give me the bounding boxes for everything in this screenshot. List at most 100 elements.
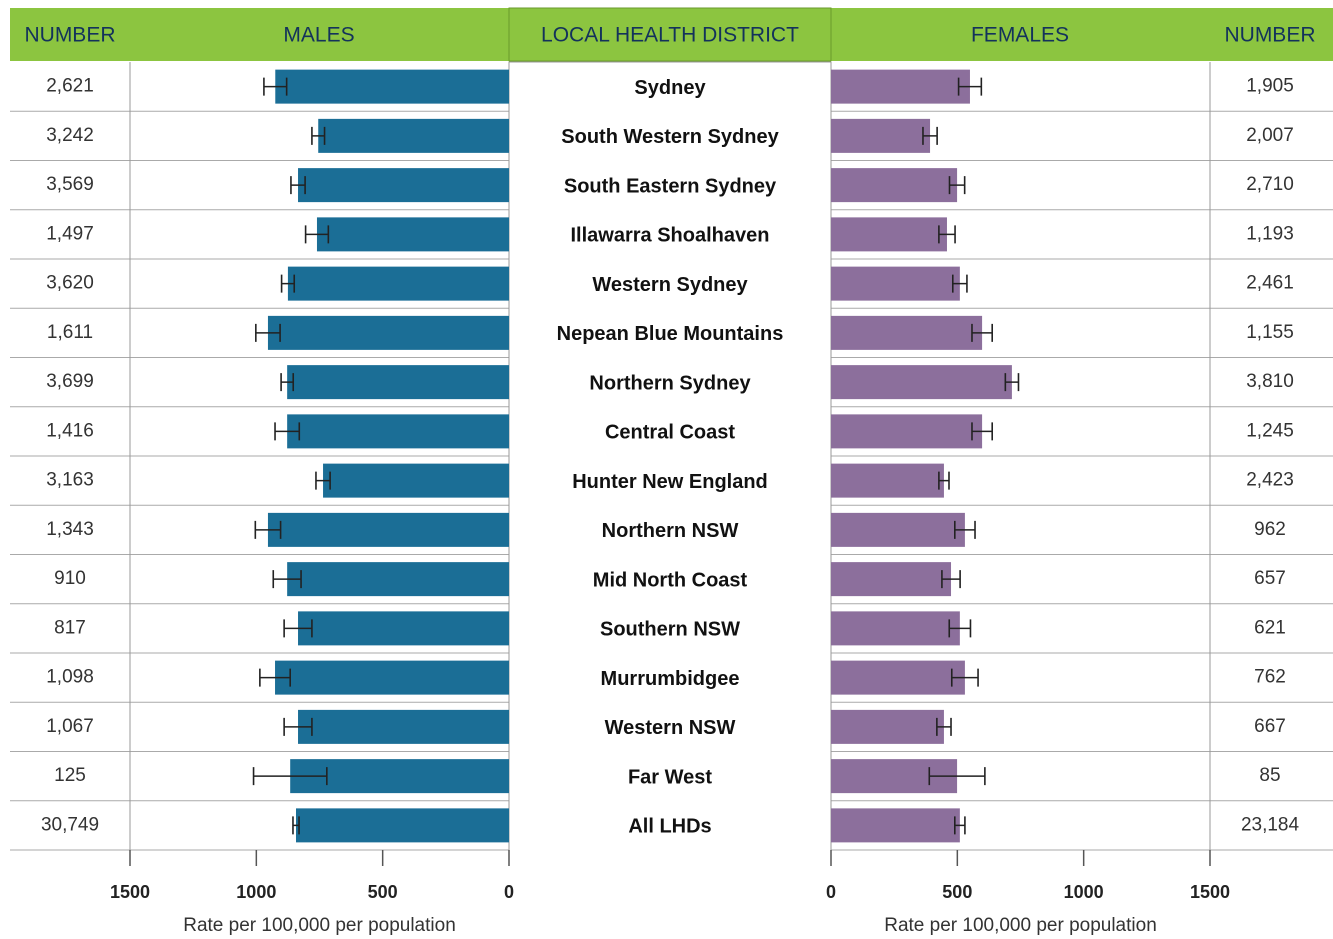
error-bar bbox=[922, 126, 938, 145]
number-label: 762 bbox=[1254, 667, 1286, 688]
bar bbox=[831, 463, 944, 498]
number-label: 2,621 bbox=[46, 76, 94, 97]
district-label: Hunter New England bbox=[572, 471, 768, 493]
bar bbox=[267, 315, 509, 350]
x-tick-label: 1500 bbox=[1190, 882, 1230, 902]
district-label: South Eastern Sydney bbox=[564, 175, 777, 197]
bar bbox=[831, 611, 960, 646]
error-bar bbox=[951, 274, 968, 293]
x-tick-label: 500 bbox=[368, 882, 398, 902]
number-label: 3,699 bbox=[46, 371, 94, 392]
error-bar bbox=[254, 520, 282, 539]
district-header: LOCAL HEALTH DISTRICT bbox=[541, 24, 799, 47]
district-label: All LHDs bbox=[628, 816, 711, 838]
bar bbox=[831, 808, 960, 843]
bar bbox=[318, 118, 509, 153]
number-label: 3,569 bbox=[46, 174, 94, 195]
error-bar bbox=[971, 323, 994, 342]
error-bar bbox=[280, 373, 295, 392]
bar bbox=[275, 660, 509, 695]
bar bbox=[275, 69, 509, 104]
x-tick-label: 0 bbox=[504, 882, 514, 902]
error-bar bbox=[938, 225, 956, 244]
column-header: MALES bbox=[283, 24, 354, 47]
x-tick-label: 1000 bbox=[1064, 882, 1104, 902]
number-label: 85 bbox=[1259, 765, 1280, 786]
x-tick-label: 0 bbox=[826, 882, 836, 902]
district-label: South Western Sydney bbox=[561, 126, 779, 148]
district-label: Northern Sydney bbox=[589, 372, 751, 394]
number-label: 1,905 bbox=[1246, 76, 1294, 97]
error-bar bbox=[283, 717, 313, 736]
bar bbox=[298, 709, 509, 744]
bar bbox=[287, 266, 509, 301]
bar bbox=[298, 611, 509, 646]
number-label: 817 bbox=[54, 617, 86, 638]
error-bar bbox=[274, 422, 301, 441]
number-label: 3,810 bbox=[1246, 371, 1294, 392]
error-bar bbox=[938, 471, 950, 490]
error-bar bbox=[928, 767, 986, 786]
bar bbox=[316, 217, 509, 252]
district-label: Sydney bbox=[634, 77, 706, 99]
bar bbox=[287, 365, 509, 400]
bar bbox=[831, 414, 983, 449]
header-cell bbox=[508, 7, 832, 62]
number-header: NUMBER bbox=[24, 24, 115, 47]
bar bbox=[831, 168, 958, 203]
bar bbox=[267, 512, 509, 547]
number-label: 2,461 bbox=[1246, 273, 1294, 294]
district-label: Western Sydney bbox=[592, 274, 748, 296]
district-label: Murrumbidgee bbox=[601, 668, 740, 690]
error-bar bbox=[280, 274, 296, 293]
x-tick-label: 1000 bbox=[236, 882, 276, 902]
district-label: Far West bbox=[628, 766, 712, 788]
number-label: 23,184 bbox=[1241, 814, 1300, 835]
number-label: 1,343 bbox=[46, 519, 94, 540]
number-label: 30,749 bbox=[41, 814, 99, 835]
error-bar bbox=[290, 176, 306, 195]
number-label: 1,245 bbox=[1246, 420, 1294, 441]
bar bbox=[831, 512, 965, 547]
number-label: 1,611 bbox=[47, 322, 93, 343]
district-label: Western NSW bbox=[605, 717, 736, 739]
number-label: 1,416 bbox=[46, 420, 94, 441]
number-label: 1,067 bbox=[46, 716, 94, 737]
bar bbox=[831, 118, 931, 153]
error-bar bbox=[292, 816, 300, 835]
bar bbox=[323, 463, 509, 498]
bar bbox=[831, 365, 1012, 400]
error-bar bbox=[971, 422, 994, 441]
error-bar bbox=[948, 176, 966, 195]
number-label: 1,497 bbox=[46, 223, 94, 244]
district-label: Southern NSW bbox=[600, 619, 740, 641]
error-bar bbox=[954, 816, 966, 835]
bar bbox=[298, 168, 509, 203]
bar bbox=[831, 217, 947, 252]
number-label: 2,710 bbox=[1246, 174, 1294, 195]
bar bbox=[287, 414, 509, 449]
number-label: 667 bbox=[1254, 716, 1286, 737]
error-bar bbox=[252, 767, 328, 786]
error-bar bbox=[950, 668, 979, 687]
number-label: 1,098 bbox=[46, 667, 94, 688]
number-label: 621 bbox=[1254, 617, 1286, 638]
error-bar bbox=[259, 668, 291, 687]
district-label: Central Coast bbox=[605, 422, 735, 444]
x-tick-label: 1500 bbox=[110, 882, 150, 902]
number-label: 2,423 bbox=[1246, 470, 1294, 491]
error-bar bbox=[936, 717, 952, 736]
district-label: Nepean Blue Mountains bbox=[557, 323, 784, 345]
number-label: 2,007 bbox=[1246, 125, 1294, 146]
number-label: 1,155 bbox=[1246, 322, 1294, 343]
error-bar bbox=[954, 520, 976, 539]
number-label: 125 bbox=[54, 765, 86, 786]
number-header: NUMBER bbox=[1224, 24, 1315, 47]
district-label: Mid North Coast bbox=[593, 569, 748, 591]
x-axis-label: Rate per 100,000 per population bbox=[183, 915, 456, 936]
number-label: 3,163 bbox=[46, 470, 94, 491]
number-label: 3,620 bbox=[46, 273, 94, 294]
error-bar bbox=[948, 619, 972, 638]
column-header: FEMALES bbox=[971, 24, 1069, 47]
number-label: 3,242 bbox=[46, 125, 94, 146]
